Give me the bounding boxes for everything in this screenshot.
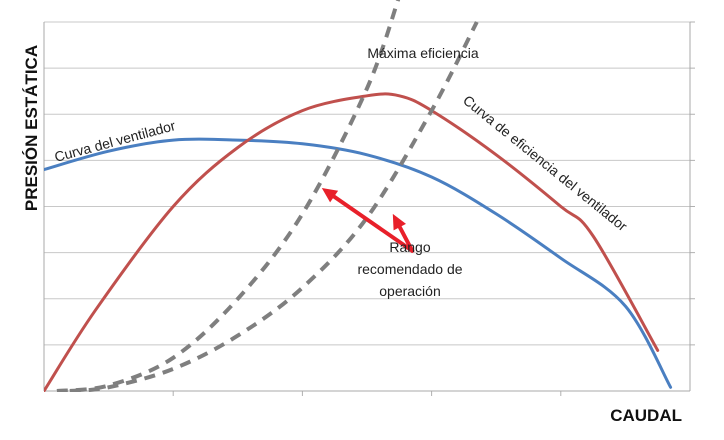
y-axis-title: PRESIÓN ESTÁTICA [22, 45, 41, 211]
annotation-maxima-eficiencia: Máxima eficiencia [367, 45, 478, 61]
annotation-curva-eficiencia: Curva de eficiencia del ventilador [460, 92, 631, 234]
arrow-head-0 [321, 188, 339, 203]
arrow-shaft-0 [332, 194, 415, 253]
series-line-3 [69, 21, 479, 392]
arrow-shaft-1 [397, 225, 415, 253]
arrow-head-1 [392, 213, 406, 231]
series-line-0 [44, 137, 673, 389]
series-line-1 [44, 92, 660, 392]
series-line-2 [56, 0, 401, 392]
grid [44, 21, 695, 396]
x-axis-title: CAUDAL [610, 406, 682, 425]
arrows [321, 188, 415, 253]
series-group [44, 0, 673, 392]
annotation-rango-line-1: Rango [389, 239, 430, 255]
axes [43, 22, 691, 392]
annotation-rango-line-2: recomendado de [357, 261, 462, 277]
annotation-rango-line-3: operación [379, 283, 441, 299]
